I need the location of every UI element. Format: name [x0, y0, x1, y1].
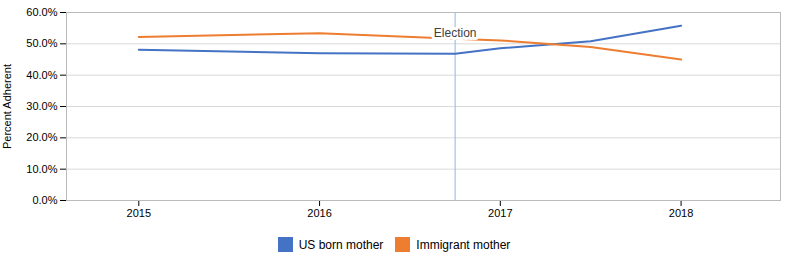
svg-text:2018: 2018	[669, 207, 693, 219]
svg-text:20.0%: 20.0%	[26, 131, 57, 143]
svg-text:2015: 2015	[127, 207, 151, 219]
svg-text:60.0%: 60.0%	[26, 6, 57, 18]
html-text:Immigrant mother: Immigrant mother	[416, 237, 511, 252]
svg-text:2017: 2017	[488, 207, 512, 219]
svg-text:10.0%: 10.0%	[26, 163, 57, 175]
svg-text:0.0%: 0.0%	[32, 194, 57, 206]
svg-text:2016: 2016	[307, 207, 331, 219]
svg-text:30.0%: 30.0%	[26, 100, 57, 112]
svg-text:40.0%: 40.0%	[26, 69, 57, 81]
html-text:US born mother: US born mother	[298, 237, 384, 252]
svg-text:Percent Adherent: Percent Adherent	[1, 64, 13, 149]
svg-text:50.0%: 50.0%	[26, 37, 57, 49]
svg-text:Election: Election	[434, 26, 477, 40]
